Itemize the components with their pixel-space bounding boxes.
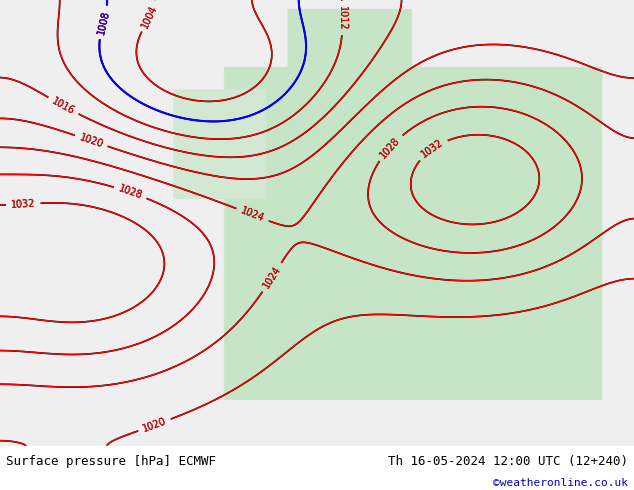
Text: 1004: 1004: [140, 3, 160, 29]
Text: 1012: 1012: [337, 5, 347, 30]
Text: 1020: 1020: [141, 416, 168, 434]
Text: 1020: 1020: [141, 416, 168, 434]
Text: 1016: 1016: [50, 96, 77, 116]
Text: 1024: 1024: [261, 264, 283, 291]
Text: 1028: 1028: [117, 184, 144, 201]
Text: 1028: 1028: [378, 135, 402, 160]
Text: 1024: 1024: [261, 264, 283, 291]
Text: 1012: 1012: [337, 5, 347, 30]
Text: 1032: 1032: [11, 198, 36, 210]
Text: 1008: 1008: [96, 9, 111, 35]
Text: 1032: 1032: [11, 198, 36, 210]
Text: 1032: 1032: [420, 138, 446, 160]
Text: Th 16-05-2024 12:00 UTC (12+240): Th 16-05-2024 12:00 UTC (12+240): [387, 455, 628, 468]
Text: ©weatheronline.co.uk: ©weatheronline.co.uk: [493, 478, 628, 489]
Text: 1032: 1032: [420, 138, 446, 160]
Text: Surface pressure [hPa] ECMWF: Surface pressure [hPa] ECMWF: [6, 455, 216, 468]
Text: 1024: 1024: [239, 206, 266, 224]
Text: 1024: 1024: [239, 206, 266, 224]
Text: 1020: 1020: [78, 132, 105, 149]
Text: 1008: 1008: [96, 9, 111, 35]
Text: 1016: 1016: [50, 96, 77, 116]
Text: 1004: 1004: [140, 3, 160, 29]
Text: 1008: 1008: [96, 9, 111, 35]
Text: 1020: 1020: [78, 132, 105, 149]
Text: 1028: 1028: [378, 135, 402, 160]
Text: 1028: 1028: [117, 184, 144, 201]
